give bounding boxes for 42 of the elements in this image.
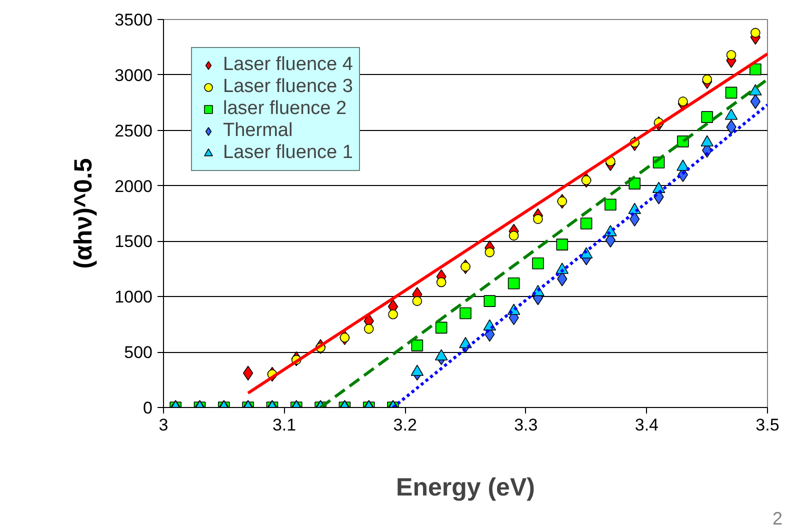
y-tick-label: 1500 xyxy=(114,232,153,252)
legend-label: Laser fluence 1 xyxy=(223,142,353,164)
y-tick-label: 0 xyxy=(143,398,153,418)
y-tick-label: 2000 xyxy=(114,176,153,196)
point xyxy=(750,94,760,109)
x-tick-label: 3 xyxy=(158,416,168,434)
x-tick-label: 3.4 xyxy=(634,416,659,434)
x-tick-label: 3.2 xyxy=(393,416,417,434)
point xyxy=(557,196,568,206)
y-tick-label: 1000 xyxy=(114,288,153,307)
y-tick-label: 500 xyxy=(124,343,153,362)
x-tick-label: 3.3 xyxy=(514,416,538,434)
point xyxy=(533,214,543,224)
point xyxy=(725,86,738,99)
text: 2 xyxy=(772,508,783,528)
y-tick-label: 3000 xyxy=(114,66,153,85)
point xyxy=(410,364,424,376)
point xyxy=(532,257,544,270)
x-tick-label: 3.1 xyxy=(272,416,296,434)
x-tick-label: 3.5 xyxy=(756,416,780,434)
point xyxy=(750,63,762,76)
point xyxy=(556,238,568,250)
point xyxy=(701,111,713,123)
legend-label: Laser fluence 4 xyxy=(223,54,353,76)
point xyxy=(726,50,736,60)
y-tick-label: 2500 xyxy=(114,121,153,140)
point xyxy=(702,74,712,84)
y-tick-label: 3500 xyxy=(114,10,153,30)
legend-label: Thermal xyxy=(223,120,293,142)
point xyxy=(434,349,448,360)
point xyxy=(750,28,760,38)
point xyxy=(508,230,519,241)
point xyxy=(581,175,592,186)
point xyxy=(726,120,736,134)
point xyxy=(580,218,592,230)
point xyxy=(484,247,495,258)
x-axis-title: Energy (eV) xyxy=(396,474,535,502)
legend-label: laser fluence 2 xyxy=(223,98,347,120)
point xyxy=(676,160,690,171)
y-axis-title: (αhν)^0.5 xyxy=(70,158,98,269)
point xyxy=(604,198,616,211)
legend-label: Laser fluence 3 xyxy=(223,76,353,98)
